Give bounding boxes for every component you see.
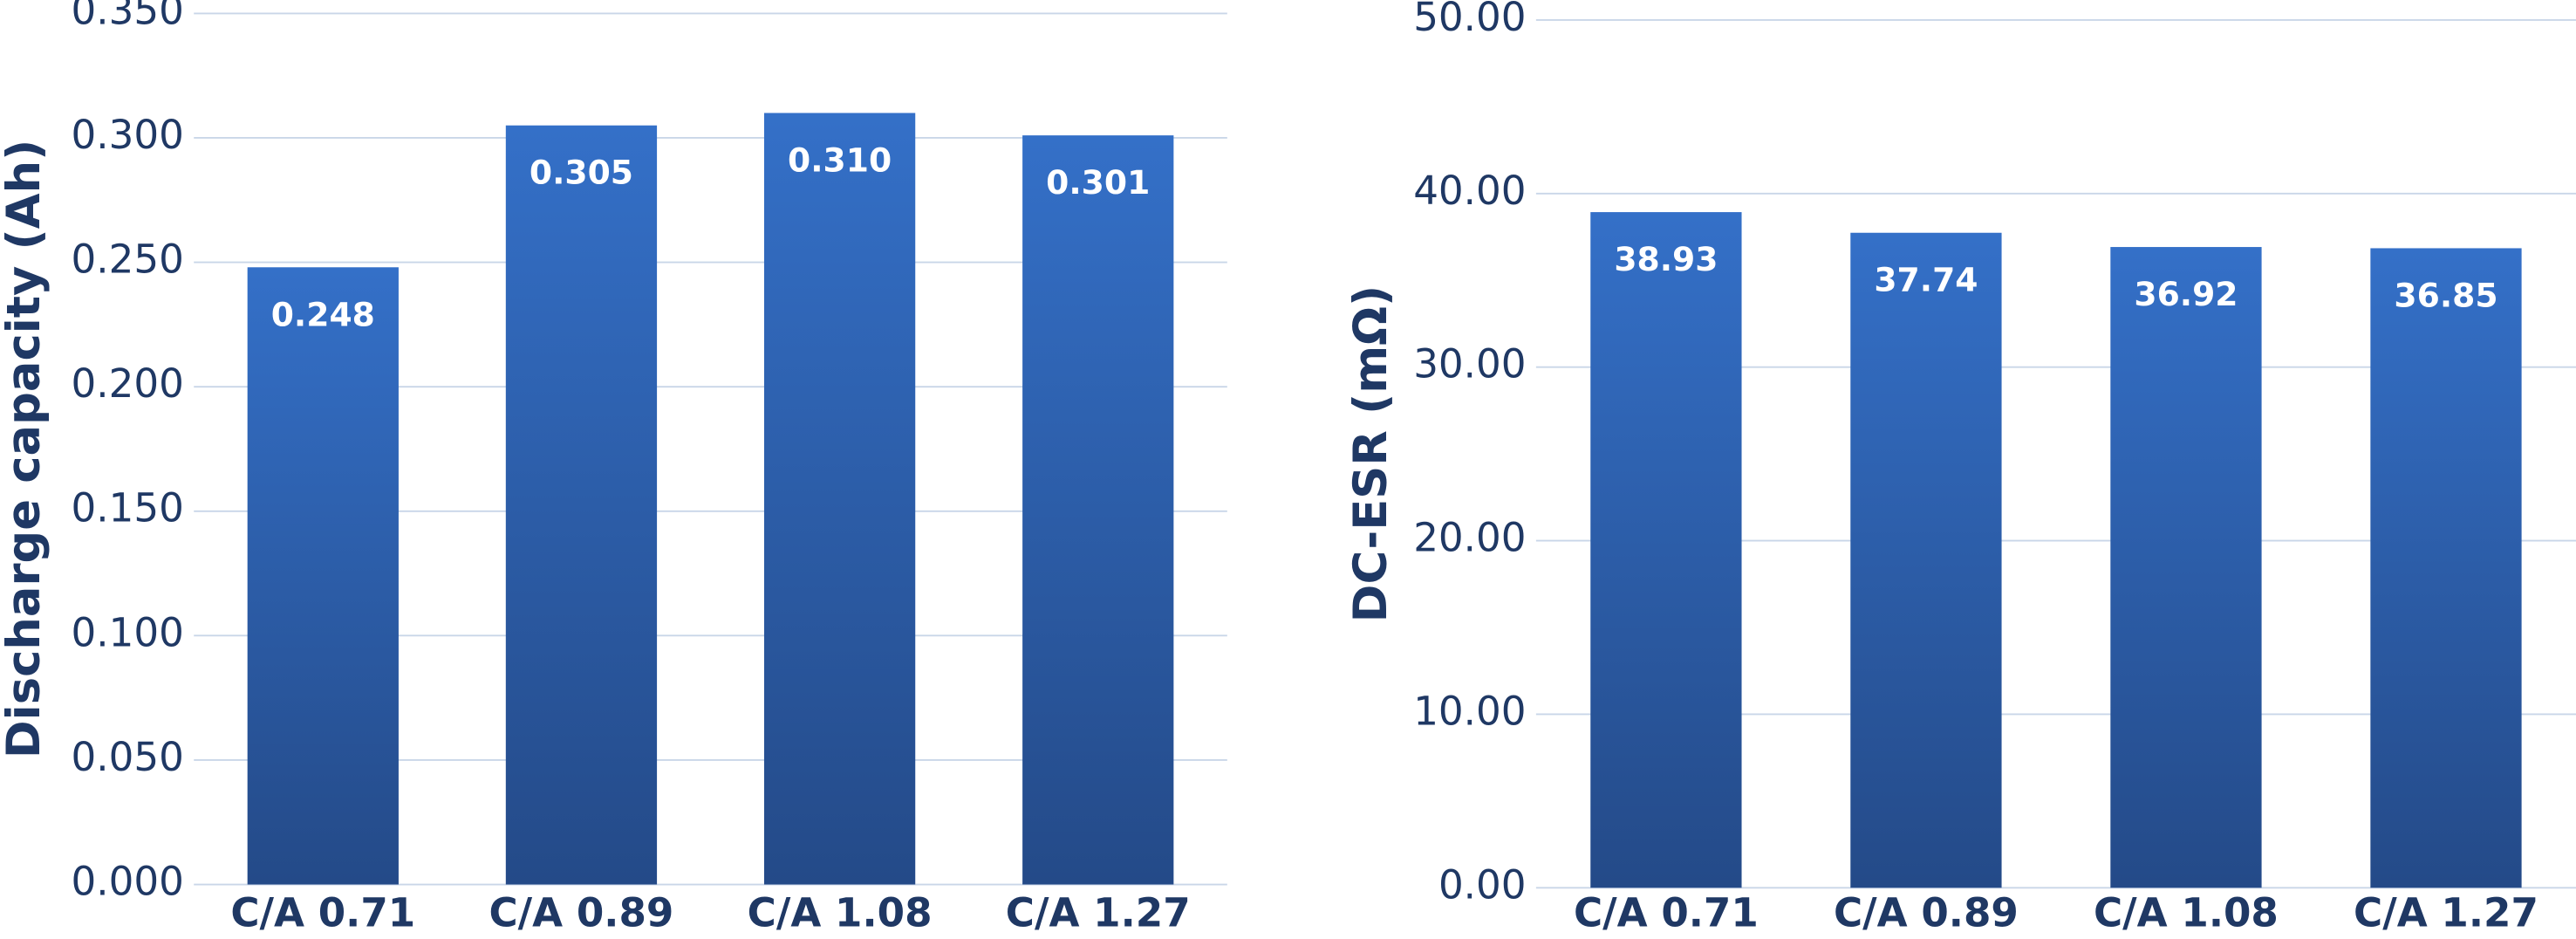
y-tick-label: 0.050 <box>72 734 184 780</box>
y-tick-label: 20.00 <box>1413 515 1526 561</box>
x-tick-label: C/A 1.08 <box>748 889 933 936</box>
y-tick-label: 0.350 <box>72 0 184 33</box>
bar <box>505 125 658 885</box>
y-tick-label: 0.300 <box>72 112 184 158</box>
data-label: 36.92 <box>2134 275 2238 313</box>
bar <box>247 267 399 885</box>
x-tick-label: C/A 1.27 <box>1006 889 1191 936</box>
y-tick-label: 0.000 <box>72 859 184 905</box>
y-tick-label: 0.00 <box>1438 861 1527 908</box>
x-tick-label: C/A 0.89 <box>1834 889 2019 936</box>
x-tick-label: C/A 1.27 <box>2354 889 2538 936</box>
data-label: 0.305 <box>530 154 633 192</box>
x-tick-label: C/A 0.71 <box>1574 889 1759 936</box>
y-tick-label: 50.00 <box>1413 0 1526 40</box>
x-tick-label: C/A 0.89 <box>489 889 674 936</box>
y-tick-label: 0.100 <box>72 609 184 655</box>
bar <box>763 113 916 885</box>
x-tick-label: C/A 1.08 <box>2094 889 2279 936</box>
data-label: 0.310 <box>788 141 892 179</box>
bar <box>2110 247 2262 888</box>
data-label: 0.248 <box>271 295 375 333</box>
y-axis-title: Discharge capacity (Ah) <box>0 140 51 758</box>
bar <box>2370 248 2522 888</box>
data-label: 38.93 <box>1614 240 1718 278</box>
data-label: 0.301 <box>1046 163 1150 202</box>
bar <box>1022 135 1174 885</box>
y-tick-label: 10.00 <box>1413 688 1526 734</box>
y-tick-label: 0.250 <box>72 236 184 283</box>
y-tick-label: 30.00 <box>1413 341 1526 387</box>
data-label: 36.85 <box>2394 276 2497 314</box>
y-tick-label: 0.200 <box>72 360 184 407</box>
y-axis-title: DC-ESR (mΩ) <box>1344 285 1397 622</box>
bar <box>1850 232 2002 888</box>
x-tick-label: C/A 0.71 <box>230 889 415 936</box>
y-tick-label: 0.150 <box>72 485 184 531</box>
bar <box>1590 212 1742 888</box>
data-label: 37.74 <box>1874 261 1978 299</box>
y-tick-label: 40.00 <box>1413 168 1526 214</box>
